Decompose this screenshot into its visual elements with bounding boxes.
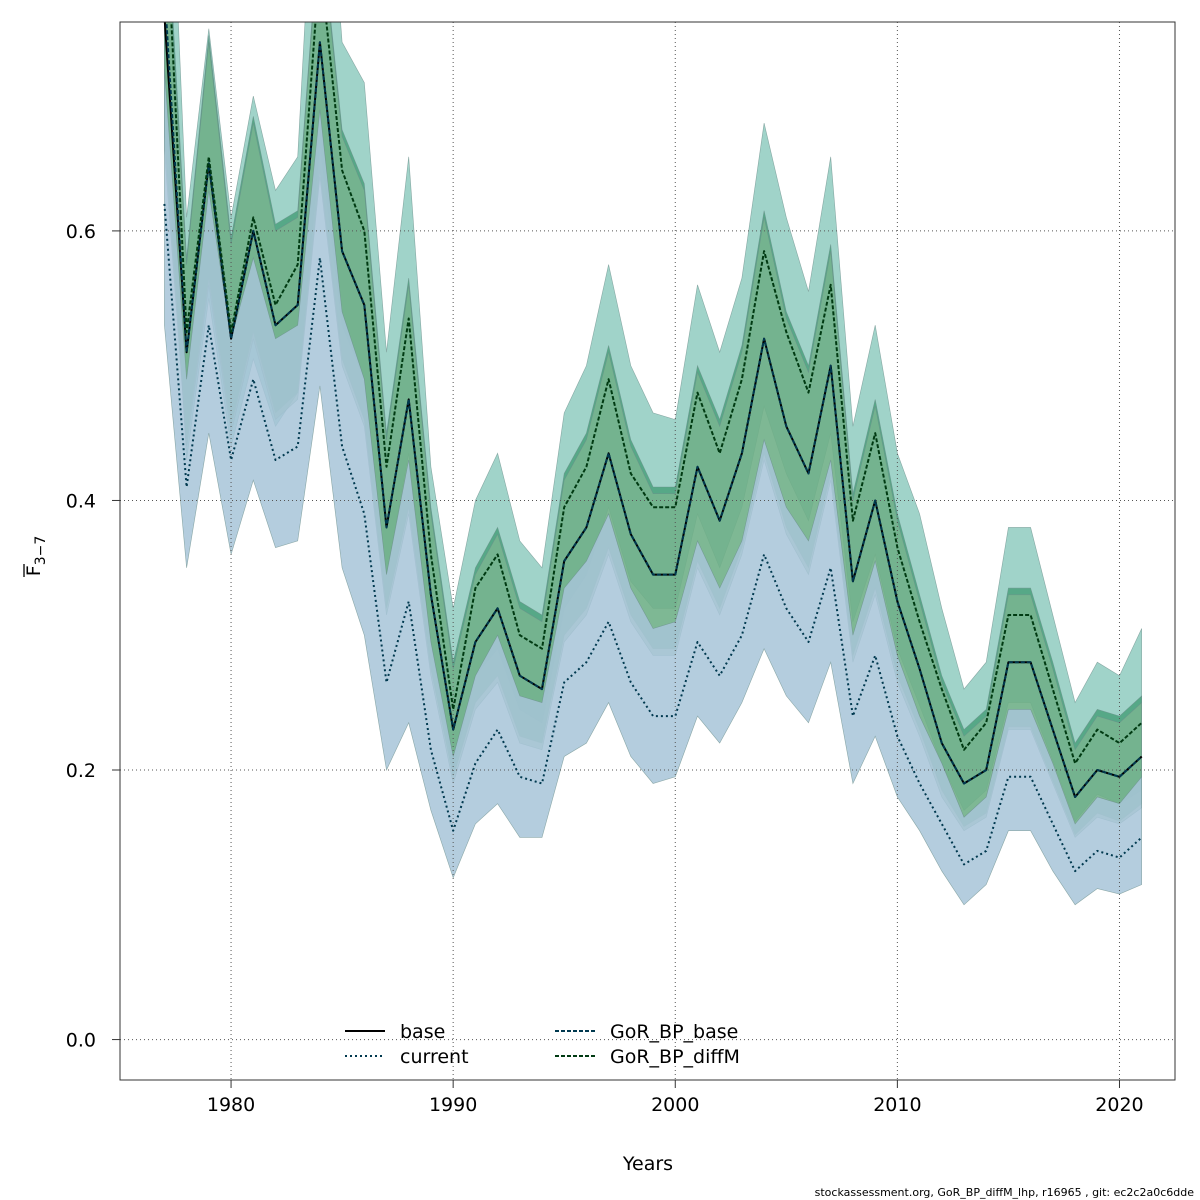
- grid-lines: [120, 22, 1175, 1080]
- line-gor-bp-base: [165, 22, 1143, 798]
- svg-text:F3−7: F3−7: [23, 536, 49, 576]
- line-current: [163, 203, 1143, 873]
- band-current: [164, 69, 1142, 906]
- confidence-bands: [164, 22, 1142, 906]
- series-lines: [163, 22, 1143, 873]
- x-axis-title: Years: [622, 1153, 673, 1175]
- credit-text: stockassessment.org, GoR_BP_diffM_lhp, r…: [815, 1186, 1195, 1199]
- y-axis-title-main: F: [23, 565, 45, 576]
- x-tick-label-2020: 2020: [1095, 1094, 1143, 1116]
- x-tick-label-2000: 2000: [651, 1094, 699, 1116]
- legend-label-base: base: [400, 1021, 445, 1043]
- y-tick-label-0.0: 0.0: [66, 1030, 96, 1052]
- legend-label-current: current: [400, 1046, 469, 1068]
- legend-label-gor-bp-diffm: GoR_BP_diffM: [610, 1046, 740, 1068]
- legend-label-gor-bp-base: GoR_BP_base: [610, 1021, 738, 1043]
- y-axis-title: F3−7: [23, 536, 49, 577]
- y-tick-label-0.6: 0.6: [66, 221, 96, 243]
- x-axis: 1980 1990 2000 2010 2020: [207, 1080, 1144, 1116]
- x-tick-label-1980: 1980: [207, 1094, 255, 1116]
- y-tick-label-0.4: 0.4: [66, 490, 96, 512]
- legend: base current GoR_BP_base GoR_BP_diffM: [345, 1021, 740, 1068]
- y-axis-title-sub: 3−7: [33, 536, 49, 566]
- x-tick-label-1990: 1990: [429, 1094, 477, 1116]
- x-tick-label-2010: 2010: [873, 1094, 921, 1116]
- y-tick-label-0.2: 0.2: [66, 760, 96, 782]
- plot-frame: [119, 21, 1176, 1081]
- y-axis: 0.0 0.2 0.4 0.6: [66, 221, 120, 1052]
